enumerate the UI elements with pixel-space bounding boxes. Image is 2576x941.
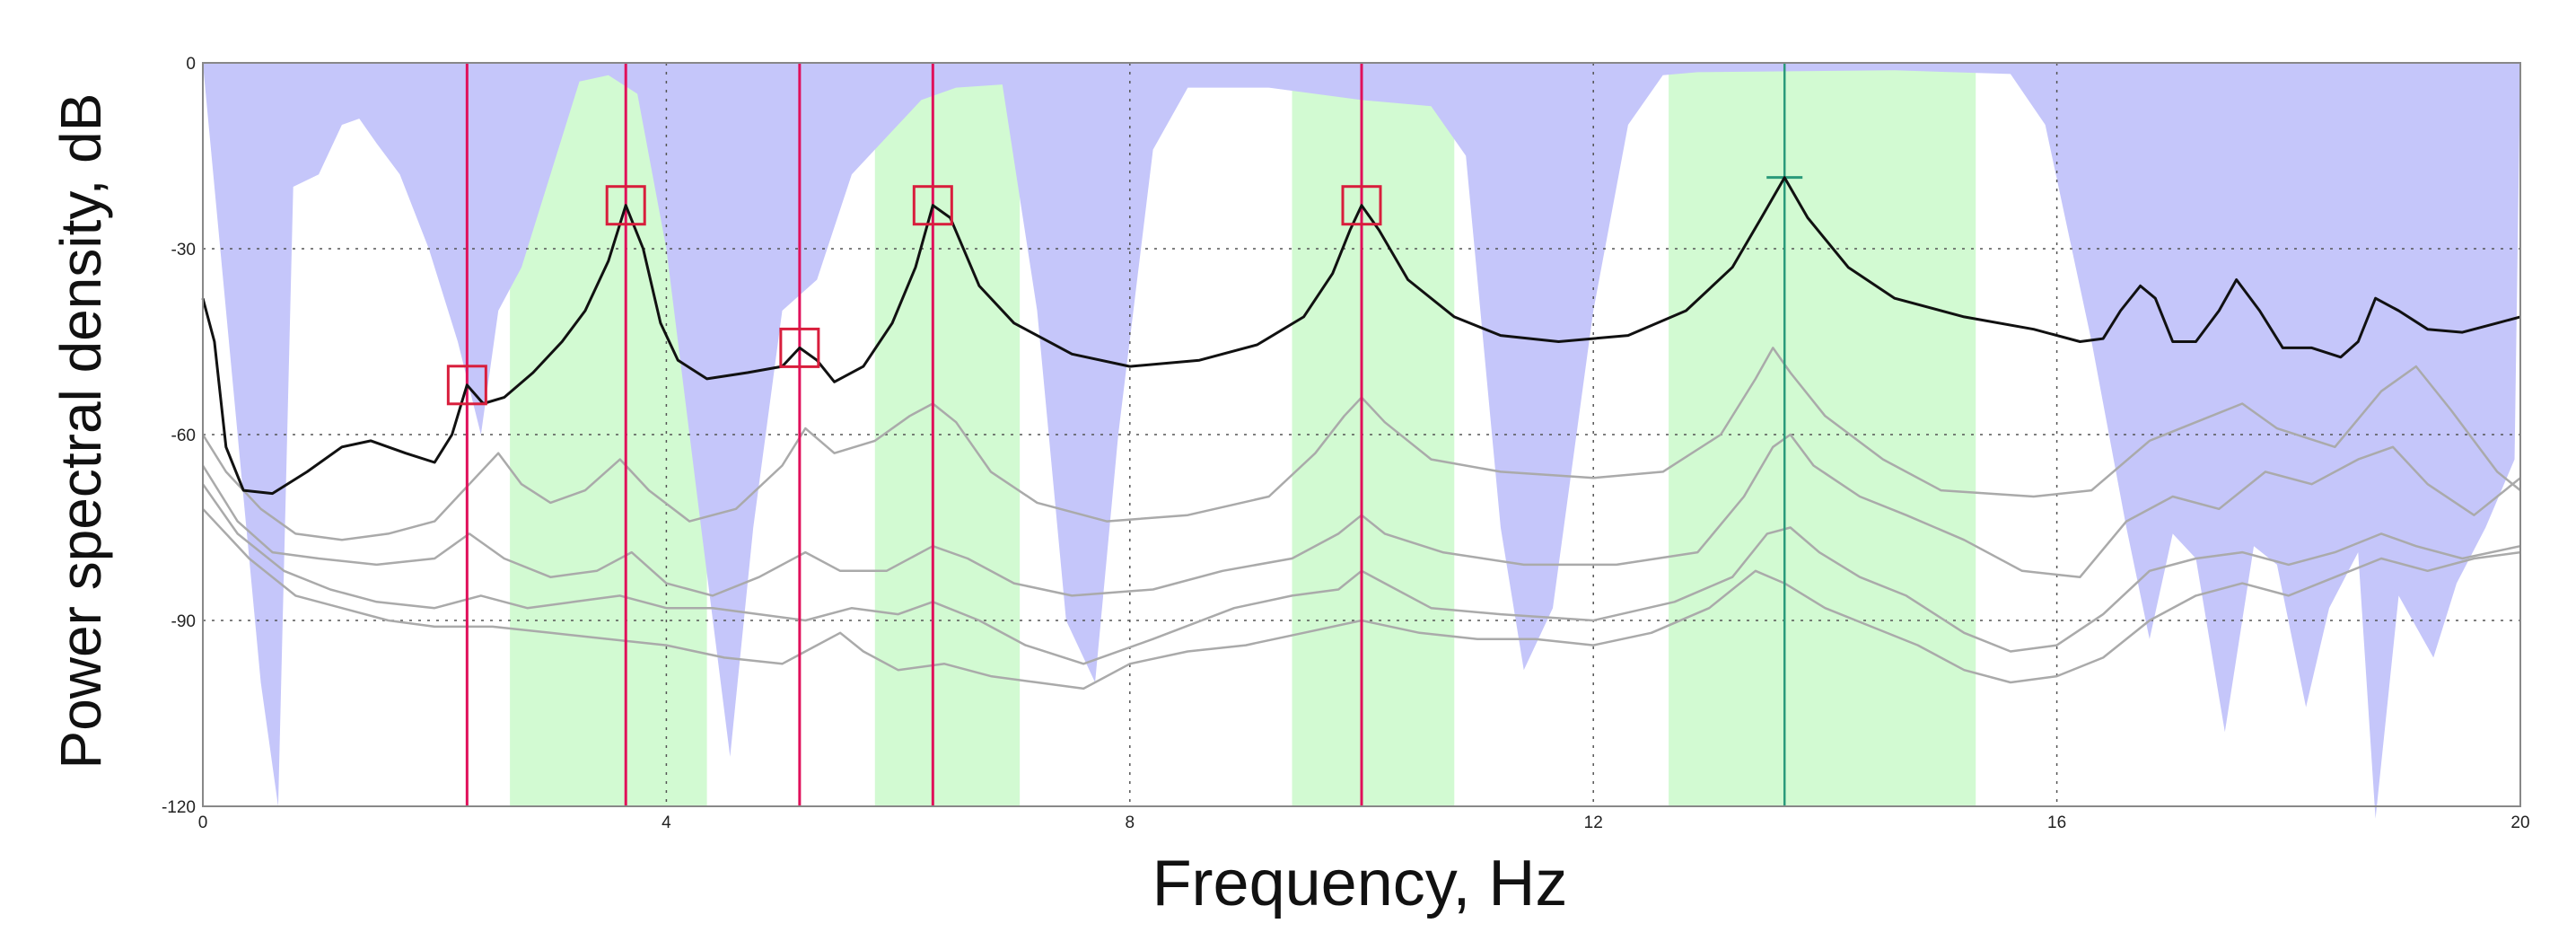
- series-line-3: [201, 433, 2521, 597]
- x-axis-title: Frequency, Hz: [1152, 848, 1568, 919]
- series-line-2: [201, 347, 2521, 541]
- x-tick-label-4: 4: [662, 813, 671, 832]
- x-tick-label-12: 12: [1584, 813, 1603, 832]
- y-tick-label-0: 0: [186, 55, 196, 74]
- main-series: [201, 176, 2521, 496]
- y-axis-title: Power spectral density, dB: [48, 93, 113, 770]
- peak-marker-2: [605, 185, 646, 226]
- x-tick-label-0: 0: [198, 813, 208, 832]
- blue-fill-area: [203, 63, 2520, 819]
- blue-fill: [203, 63, 2520, 819]
- x-tick-label-8: 8: [1126, 813, 1135, 832]
- series-line-main: [201, 176, 2521, 496]
- y-tick-label--90: -90: [171, 612, 196, 631]
- x-tick-label-20: 20: [2510, 813, 2529, 832]
- plot-frame: [202, 62, 2521, 807]
- peak-marker-1: [446, 365, 487, 406]
- y-tick-label--30: -30: [171, 241, 196, 259]
- tick-labels: 0 4 8 12 16 20 0 -30 -60 -90 -120: [162, 55, 2530, 832]
- y-tick-label--120: -120: [162, 798, 196, 817]
- green-band-4: [1669, 63, 1976, 806]
- peak-marker-3: [779, 327, 820, 368]
- x-tick-label-16: 16: [2047, 813, 2066, 832]
- peak-marker-5: [1341, 185, 1382, 226]
- peak-marker-4: [912, 185, 953, 226]
- marker-boxes: [446, 185, 1382, 406]
- y-tick-label--60: -60: [171, 427, 196, 445]
